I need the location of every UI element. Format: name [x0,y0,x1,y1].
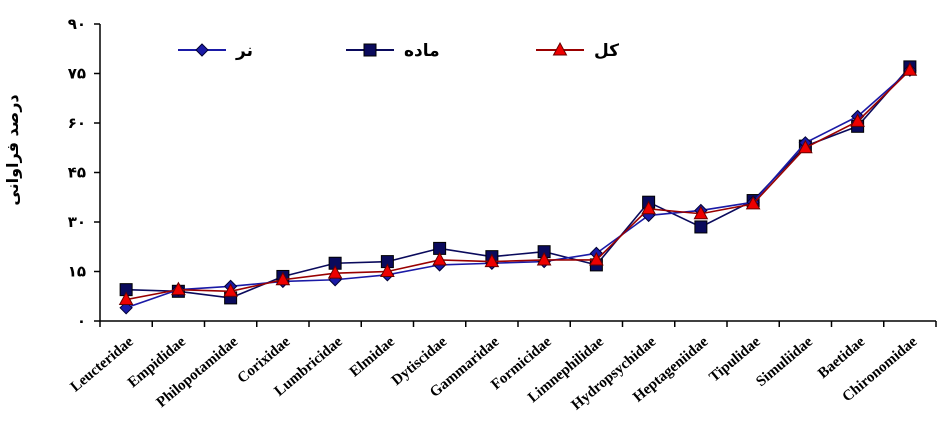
point-triangle [380,263,395,277]
y-tick-label: ۴۵ [68,164,86,182]
legend-item: نر [178,41,253,61]
series-line [125,69,911,301]
y-tick-label: ۱۵ [68,263,86,281]
point-triangle [745,195,761,210]
legend-label: کل [594,41,619,61]
point-square [694,220,708,234]
y-tick-label: ۶۰ [68,114,86,132]
x-tick-label: Leucteridae [68,334,137,396]
series-line [126,66,911,299]
point-square [363,43,377,57]
point-triangle [118,291,134,306]
series-triangle [118,62,918,306]
point-triangle [552,41,568,56]
point-triangle [171,281,186,296]
point-triangle [484,253,500,268]
point-triangle [275,271,291,286]
point-diamond [195,43,209,57]
x-tick-label: Elmidae [347,334,398,381]
legend-item: ماده [346,41,440,61]
legend: نر ماده کل [178,41,619,61]
point-triangle [223,283,238,297]
y-tick-label: ۹۰ [68,15,86,33]
point-triangle [589,251,604,266]
legend-item: کل [536,41,619,61]
point-triangle [798,139,813,154]
series-layer [118,60,918,315]
point-triangle [327,265,343,279]
legend-label: ماده [404,41,440,61]
point-triangle [432,251,447,266]
legend-label: نر [235,41,253,61]
point-triangle [902,62,918,76]
series-line [125,69,911,309]
point-triangle [693,205,709,220]
y-tick-label: ۳۰ [68,213,86,231]
point-triangle [850,113,865,127]
y-axis-label: درصد فراوانی [3,94,22,205]
x-axis: LeucteridaeEmpididaePhilopotamidaeCorixi… [68,320,937,413]
series-diamond [119,63,917,315]
point-triangle [641,200,656,215]
y-tick-label: ۷۵ [68,65,86,83]
point-triangle [536,251,552,266]
series-square [119,60,917,305]
x-tick-label: Simuliidae [753,334,816,390]
y-axis: ۰ ۱۵ ۳۰ ۴۵ ۶۰ ۷۵ ۹۰ [68,15,101,330]
y-tick-label: ۰ [77,312,86,330]
